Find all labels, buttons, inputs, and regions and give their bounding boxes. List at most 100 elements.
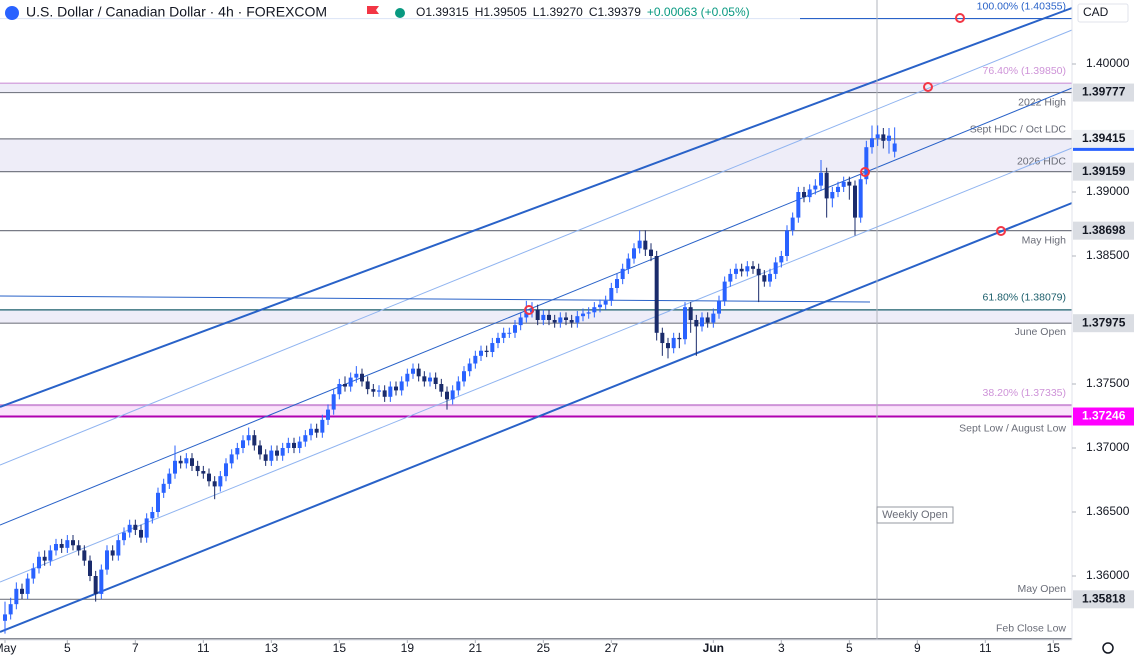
candle-body (439, 384, 444, 392)
candle-body (513, 325, 517, 333)
candle-body (224, 463, 228, 477)
candle-body (65, 540, 70, 548)
candle-body (892, 143, 897, 152)
ohlc-value: O1.39315 (416, 5, 469, 19)
price-badge (1073, 83, 1134, 102)
marker (996, 226, 1006, 236)
x-tick-label: 7 (132, 641, 139, 655)
level-label: 76.40% (1.39850) (983, 65, 1066, 77)
candle-body (524, 312, 529, 318)
candle-body (365, 381, 370, 390)
x-tick-label: 5 (846, 641, 853, 655)
candle-body (31, 568, 36, 579)
candle-body (263, 454, 268, 461)
candle-body (858, 179, 863, 218)
candle-body (507, 332, 512, 334)
candle-body (705, 317, 710, 323)
candles (3, 125, 897, 634)
y-tick-label: 1.37500 (1086, 376, 1130, 390)
candle-body (394, 386, 398, 391)
price-badge-label: 1.39159 (1082, 164, 1126, 178)
candle-body (456, 381, 461, 391)
candle-body (830, 192, 835, 199)
candle-body (235, 448, 240, 455)
x-tick-label: 27 (605, 641, 619, 655)
price-badge-label: 1.39415 (1082, 131, 1126, 145)
currency[interactable]: CAD (1083, 5, 1109, 19)
level-label: May Open (1018, 583, 1067, 595)
candle-body (586, 312, 591, 314)
price-badge (1073, 407, 1134, 426)
candle-body (751, 266, 755, 269)
currency-button[interactable] (1077, 3, 1129, 23)
candle-body (518, 317, 523, 326)
candle-body (643, 240, 648, 250)
candle-body (620, 268, 625, 280)
candle-body (178, 460, 183, 464)
level-label: 100.00% (1.40355) (977, 0, 1066, 12)
level-label: May High (1022, 234, 1067, 246)
candle-body (773, 262, 778, 274)
candle-body (150, 512, 155, 519)
settings-icon[interactable] (1102, 642, 1114, 654)
x-tick-label: 11 (197, 641, 210, 655)
candle-body (258, 445, 262, 455)
candle-body (161, 483, 166, 493)
price-badge (1073, 314, 1134, 333)
candle-body (609, 288, 614, 301)
candle-body (728, 273, 733, 282)
candle-body (479, 350, 483, 356)
candle-body (569, 320, 574, 323)
candle-body (615, 279, 619, 288)
candle-body (807, 189, 812, 198)
candle-body (564, 317, 568, 320)
x-tick-label: 5 (64, 641, 71, 655)
price-badge-label: 1.39777 (1082, 85, 1126, 99)
candle-body (105, 550, 109, 570)
candle-body (201, 471, 206, 474)
price-badge-accent (1073, 147, 1134, 151)
candle-body (790, 217, 795, 231)
candle-body (541, 314, 546, 320)
annotation-box (876, 506, 954, 524)
candle-body (501, 332, 506, 338)
level-label: June Open (1015, 326, 1067, 338)
candle-body (445, 391, 449, 400)
x-tick-label: 13 (265, 641, 279, 655)
candle-body (382, 390, 387, 397)
ohlc-value: C1.39379 (589, 5, 641, 19)
channel-mid (0, 87, 1073, 526)
x-tick-label: 3 (778, 641, 785, 655)
candle-body (286, 442, 291, 448)
zone (0, 138, 1072, 172)
candle-body (320, 419, 325, 433)
price-badge-label: 1.37975 (1082, 315, 1126, 329)
candle-body (558, 317, 563, 323)
candle-body (847, 181, 852, 186)
candle-body (8, 604, 13, 615)
symbol-title: U.S. Dollar / Canadian Dollar · 4h · FOR… (26, 4, 327, 20)
candle-body (252, 435, 257, 446)
symbol-icon (5, 6, 19, 20)
candle-body (337, 384, 342, 395)
candle-body (552, 320, 557, 323)
candle-body (371, 389, 376, 392)
candle-body (654, 256, 659, 333)
candle-body (762, 275, 767, 282)
candle-body (207, 473, 211, 482)
candle-body (144, 518, 149, 538)
x-tick-label: 9 (914, 641, 921, 655)
candle-body (649, 249, 653, 256)
x-tick-label: 19 (401, 641, 415, 655)
candle-body (127, 524, 132, 533)
candle-body (195, 465, 200, 472)
candle-body (836, 186, 840, 192)
y-tick-label: 1.36500 (1086, 504, 1130, 518)
price-badge (1073, 162, 1134, 181)
candle-body (269, 450, 274, 461)
price-badges: 1.39777 1.39415 1.39159 1.38698 1.37975 1.372… (1073, 83, 1134, 609)
candle-body (212, 481, 217, 487)
flag-icon[interactable] (367, 6, 379, 14)
